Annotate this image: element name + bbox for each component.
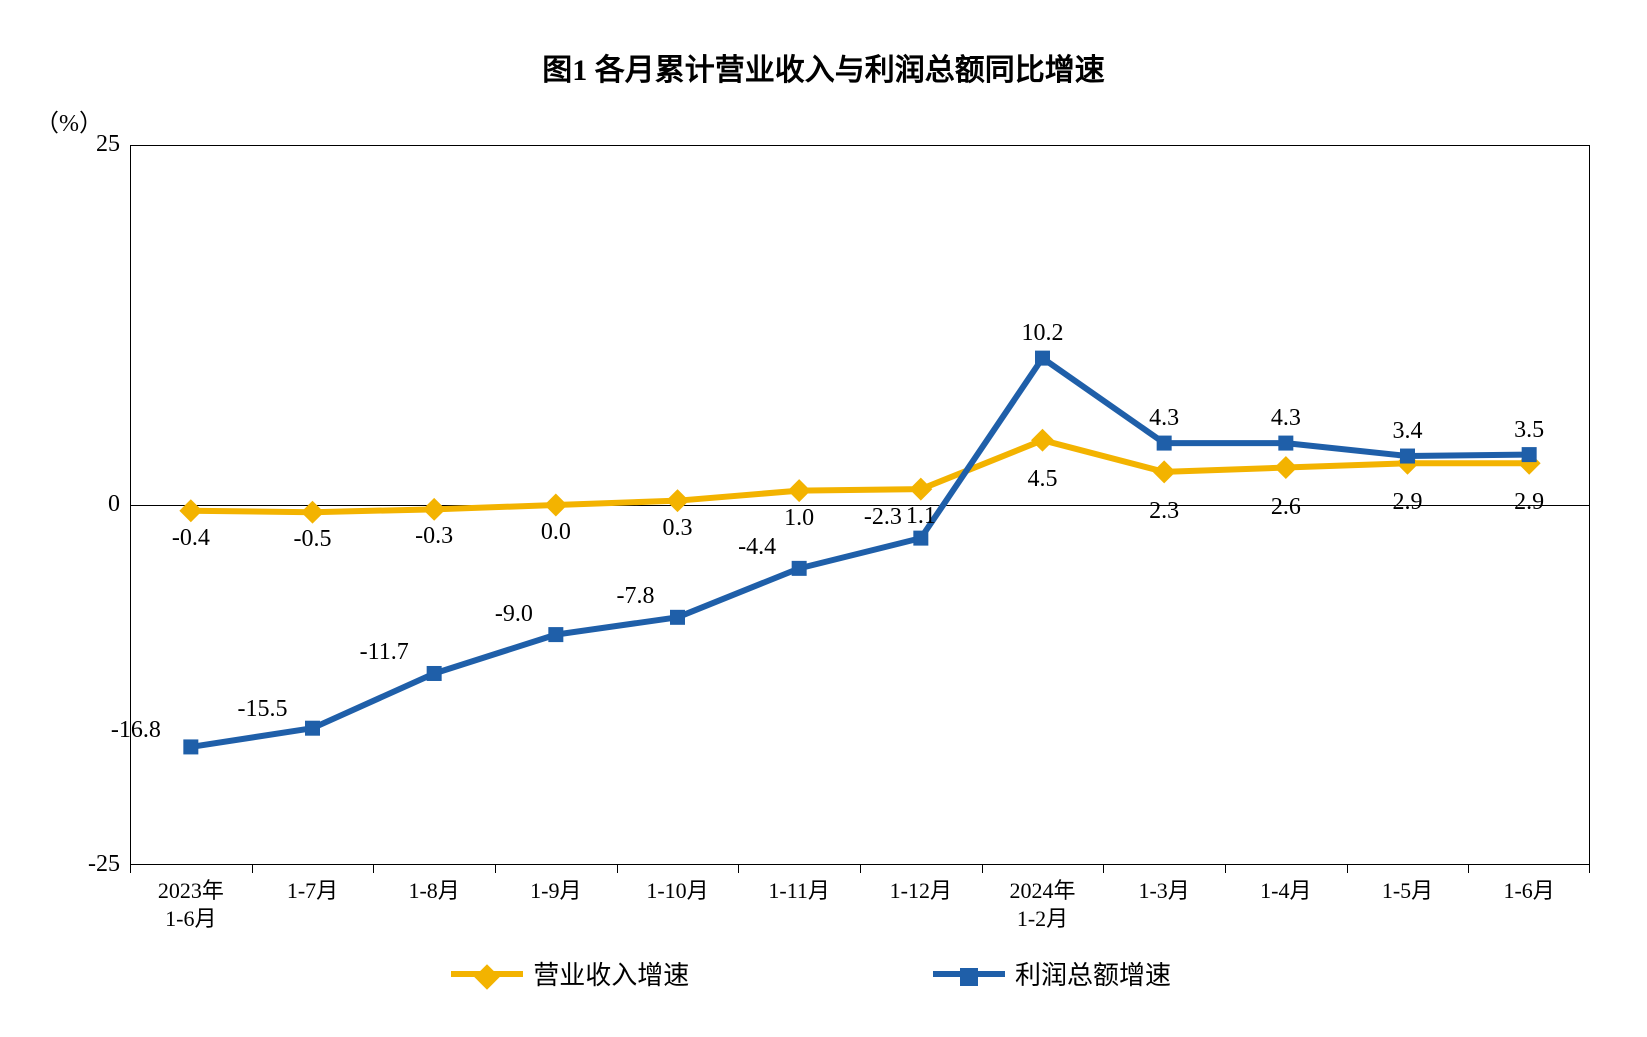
legend-item: 营业收入增速 bbox=[451, 955, 689, 992]
x-tick-label: 1-4月 bbox=[1225, 877, 1347, 905]
series-marker bbox=[1157, 436, 1171, 450]
x-tick-mark bbox=[1347, 865, 1348, 873]
data-label: 4.3 bbox=[1119, 405, 1209, 432]
data-label: -2.3 bbox=[843, 504, 923, 531]
chart-container: 图1 各月累计营业收入与利润总额同比增速 （%） -250252023年 1-6… bbox=[0, 0, 1647, 1037]
y-tick-label: 0 bbox=[50, 491, 120, 518]
legend-swatch bbox=[933, 971, 1005, 977]
square-icon bbox=[960, 968, 978, 986]
x-tick-label: 1-10月 bbox=[617, 877, 739, 905]
data-label: 2.9 bbox=[1489, 489, 1569, 516]
data-label: -9.0 bbox=[474, 601, 554, 628]
x-tick-mark bbox=[495, 865, 496, 873]
series-marker bbox=[427, 666, 441, 680]
legend-label: 利润总额增速 bbox=[1015, 955, 1171, 992]
x-tick-label: 1-9月 bbox=[495, 877, 617, 905]
data-label: 1.0 bbox=[754, 505, 844, 532]
x-tick-mark bbox=[1225, 865, 1226, 873]
data-label: -0.3 bbox=[389, 523, 479, 550]
data-label: 3.4 bbox=[1363, 418, 1453, 445]
x-tick-label: 2023年 1-6月 bbox=[130, 877, 252, 932]
data-label: 3.5 bbox=[1484, 417, 1574, 444]
data-label: 2.3 bbox=[1124, 498, 1204, 525]
data-label: -11.7 bbox=[344, 639, 424, 666]
x-tick-mark bbox=[252, 865, 253, 873]
series-marker bbox=[914, 531, 928, 545]
series-marker bbox=[545, 494, 567, 516]
diamond-icon bbox=[474, 964, 499, 989]
y-tick-label: 25 bbox=[50, 131, 120, 158]
data-label: -4.4 bbox=[717, 534, 797, 561]
data-label: -7.8 bbox=[596, 583, 676, 610]
x-tick-mark bbox=[1468, 865, 1469, 873]
x-tick-mark bbox=[130, 865, 131, 873]
data-label: -16.8 bbox=[96, 717, 176, 744]
data-label: 0.3 bbox=[633, 515, 723, 542]
x-tick-mark bbox=[617, 865, 618, 873]
data-label: -0.5 bbox=[268, 526, 358, 553]
data-label: 0.0 bbox=[511, 519, 601, 546]
x-tick-label: 1-5月 bbox=[1347, 877, 1469, 905]
series-marker bbox=[423, 499, 445, 521]
series-marker bbox=[180, 500, 202, 522]
x-tick-label: 1-7月 bbox=[252, 877, 374, 905]
series-marker bbox=[549, 628, 563, 642]
y-tick-label: -25 bbox=[50, 851, 120, 878]
series-marker bbox=[1032, 429, 1054, 451]
series-marker bbox=[1153, 461, 1175, 483]
x-tick-label: 2024年 1-2月 bbox=[982, 877, 1104, 932]
data-label: 4.3 bbox=[1241, 405, 1331, 432]
x-tick-label: 1-6月 bbox=[1468, 877, 1590, 905]
x-tick-mark bbox=[1103, 865, 1104, 873]
series-marker bbox=[792, 561, 806, 575]
legend-item: 利润总额增速 bbox=[933, 955, 1171, 992]
data-label: -0.4 bbox=[146, 525, 236, 552]
series-marker bbox=[1522, 448, 1536, 462]
series-marker bbox=[667, 490, 689, 512]
series-marker bbox=[306, 721, 320, 735]
x-tick-label: 1-12月 bbox=[860, 877, 982, 905]
x-tick-label: 1-3月 bbox=[1103, 877, 1225, 905]
series-marker bbox=[910, 478, 932, 500]
legend-label: 营业收入增速 bbox=[533, 955, 689, 992]
data-label: -15.5 bbox=[223, 696, 303, 723]
series-marker bbox=[1036, 351, 1050, 365]
x-tick-mark bbox=[1589, 865, 1590, 873]
series-marker bbox=[1279, 436, 1293, 450]
series-line bbox=[191, 440, 1529, 512]
x-tick-mark bbox=[738, 865, 739, 873]
x-tick-mark bbox=[982, 865, 983, 873]
x-tick-label: 1-11月 bbox=[738, 877, 860, 905]
series-marker bbox=[184, 740, 198, 754]
series-marker bbox=[1401, 449, 1415, 463]
data-label: 2.6 bbox=[1246, 494, 1326, 521]
series-marker bbox=[1275, 457, 1297, 479]
series-marker bbox=[671, 610, 685, 624]
x-tick-label: 1-8月 bbox=[373, 877, 495, 905]
data-label: 2.9 bbox=[1368, 489, 1448, 516]
x-tick-mark bbox=[860, 865, 861, 873]
series-marker bbox=[302, 501, 324, 523]
data-label: 4.5 bbox=[1003, 466, 1083, 493]
data-label: 10.2 bbox=[998, 320, 1088, 347]
legend-swatch bbox=[451, 971, 523, 977]
series-marker bbox=[788, 480, 810, 502]
x-tick-mark bbox=[373, 865, 374, 873]
